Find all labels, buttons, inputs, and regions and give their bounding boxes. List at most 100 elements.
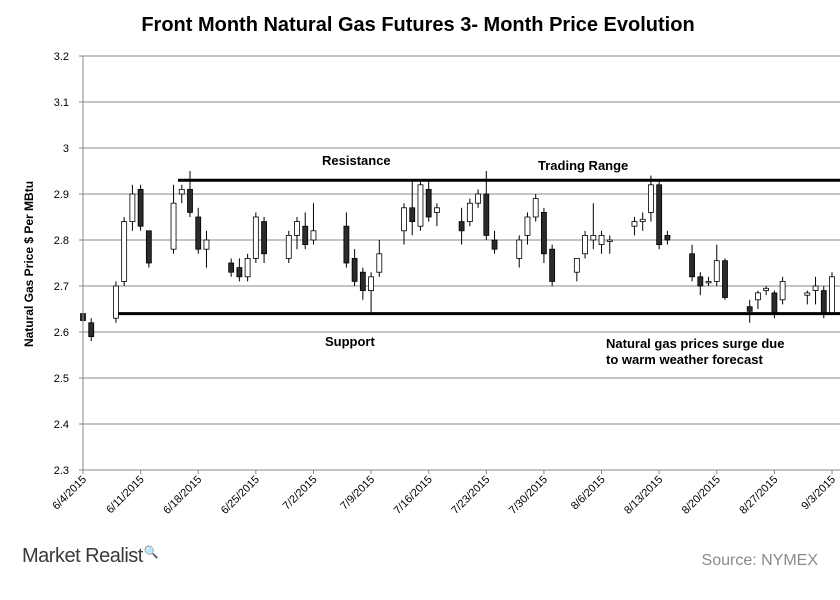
support-label: Support [325, 334, 375, 349]
candle-body [434, 207, 440, 213]
candle [606, 235, 613, 254]
candle [203, 230, 210, 268]
annotation-note-line1: Natural gas prices surge due [606, 336, 784, 351]
candle-body [648, 184, 654, 213]
candle-body [236, 267, 243, 278]
candle-body [302, 225, 309, 245]
candle-body [417, 184, 424, 227]
candle-body [771, 292, 778, 314]
x-tick-label: 7/16/2015 [392, 474, 435, 517]
candle-body [606, 239, 613, 242]
candle-body [401, 207, 407, 232]
candle [343, 212, 350, 268]
candle [145, 230, 152, 268]
annotation-note-line2: to warm weather forecast [606, 352, 763, 367]
candle [664, 230, 671, 245]
candle [491, 230, 498, 254]
candle-body [812, 285, 819, 291]
brand-name: Market Realist [22, 545, 143, 567]
candle [524, 212, 531, 245]
candle [829, 272, 835, 314]
source-note: Source: NYMEX [701, 552, 818, 569]
x-tick-label: 8/27/2015 [737, 474, 780, 517]
candle [359, 267, 366, 300]
candle-body [203, 239, 210, 250]
candle [713, 244, 720, 286]
candle-body [458, 221, 465, 232]
candle [812, 276, 819, 305]
candle-body [187, 188, 193, 213]
candle-body [590, 234, 597, 241]
y-tick-label: 3 [63, 143, 69, 155]
y-tick-label: 2.4 [54, 419, 69, 431]
candle-body [755, 292, 761, 301]
candle [409, 180, 416, 236]
candle-body [261, 221, 267, 255]
candle [689, 244, 695, 282]
candle [252, 212, 259, 263]
candle [705, 276, 712, 286]
candle [656, 180, 663, 250]
candle [294, 217, 300, 250]
candle-body [351, 257, 358, 282]
candle-body [145, 230, 152, 264]
x-tick-label: 6/18/2015 [161, 474, 204, 517]
y-tick-label: 3.1 [54, 97, 69, 109]
candle-body [524, 216, 531, 236]
candle [261, 217, 267, 263]
candle [541, 207, 547, 263]
x-tick-label: 7/2/2015 [281, 474, 320, 513]
x-tick-label: 9/3/2015 [799, 474, 838, 513]
candle-body [598, 234, 605, 245]
candle [779, 276, 786, 305]
candle [549, 244, 556, 286]
candle-body [252, 216, 259, 259]
candle-body [746, 306, 753, 312]
candle [236, 258, 243, 282]
candle-body [425, 188, 432, 218]
candle [483, 171, 490, 240]
candle [746, 299, 753, 323]
candle-body [491, 239, 498, 250]
candle-body [664, 234, 671, 241]
candle [639, 212, 646, 231]
candle [582, 230, 588, 259]
candle [425, 180, 432, 222]
candle-body [310, 230, 317, 241]
x-ticks: 6/4/2015 6/11/2015 6/18/2015 6/25/2015 7/2/2… [50, 470, 838, 517]
candle [129, 184, 136, 231]
candle-body [376, 253, 383, 273]
x-tick-label: 6/11/2015 [104, 474, 147, 517]
candle [763, 286, 770, 296]
candle [351, 249, 358, 286]
candle [631, 217, 638, 236]
candle-body [178, 188, 185, 195]
y-tick-label: 2.8 [54, 235, 69, 247]
candle [458, 207, 465, 245]
y-tick-label: 2.5 [54, 373, 69, 385]
level-lines [118, 178, 840, 316]
candle-body [129, 193, 136, 223]
x-tick-label: 8/6/2015 [569, 474, 608, 513]
candle [573, 257, 580, 282]
candle [195, 207, 202, 254]
candle-body [820, 290, 827, 315]
candle-body [532, 198, 539, 218]
candle-body [631, 221, 638, 227]
y-tick-label: 2.3 [54, 465, 69, 477]
candle-body [244, 257, 251, 278]
candle [466, 198, 473, 227]
candle-body [343, 225, 350, 264]
magnifier-icon: 🔍 [143, 545, 159, 559]
candle-body [294, 221, 300, 236]
candle-body [804, 292, 811, 296]
y-tick-label: 2.7 [54, 281, 69, 293]
candle [302, 212, 309, 250]
candle [648, 175, 654, 222]
brand-logo: Market Realist🔍 [22, 545, 159, 568]
candle [121, 217, 128, 286]
candle [244, 253, 251, 282]
candle [755, 290, 761, 309]
candle-body [656, 184, 663, 246]
